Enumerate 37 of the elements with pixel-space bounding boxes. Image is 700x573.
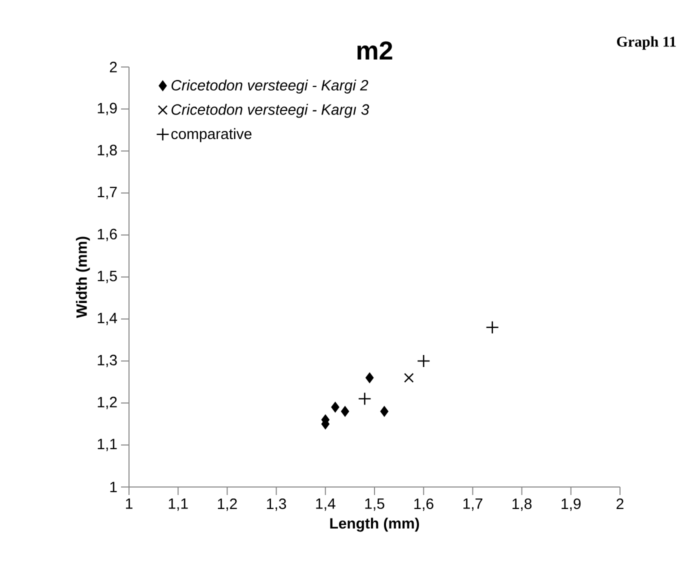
y-tick-label: 1,8 [98, 144, 117, 158]
chart-title: m2 [357, 41, 392, 60]
point [331, 402, 340, 412]
x-tick-label: 1,8 [512, 498, 532, 511]
x-tick-label: 1,2 [218, 498, 237, 511]
y-tick-label: 1,9 [98, 102, 117, 116]
point [404, 372, 414, 383]
legend-label: Cricetodon versteegi - Kargi 2 [172, 80, 368, 94]
y-tick-label: 1 [110, 482, 117, 492]
point [358, 392, 372, 406]
x-tick-label: 1,3 [267, 498, 286, 511]
legend-label: comparative [171, 128, 252, 142]
point [366, 372, 374, 383]
point [341, 406, 350, 417]
x-tick-label: 1 [126, 498, 132, 509]
y-tick-label: 1,5 [98, 270, 117, 284]
x-tick-label: 1,1 [168, 498, 188, 511]
legend-label: Cricetodon versteegi - Kargı 3 [172, 104, 370, 118]
x-tick-label: 2 [616, 498, 624, 509]
x-tick-label: 1,7 [463, 498, 482, 511]
x-tick-label: 1,9 [562, 498, 581, 511]
y-tick-label: 1,7 [98, 186, 117, 200]
y-tick-label: 2 [110, 62, 117, 72]
x-tick-label: 1,6 [414, 498, 434, 511]
x-tick-label: 1,4 [316, 498, 336, 511]
y-tick-label: 1,1 [98, 438, 117, 452]
x-tick-label: 1,5 [365, 498, 384, 511]
y-tick-label: 1,6 [98, 228, 117, 242]
point [380, 406, 388, 417]
y-axis-title: Width (mm) [76, 236, 90, 318]
caption: Graph 11 [617, 36, 676, 50]
point [416, 354, 430, 368]
y-tick-label: 1,3 [98, 354, 117, 368]
y-tick-label: 1,2 [98, 396, 117, 410]
x-axis-title: Length (mm) [330, 518, 419, 532]
point [486, 320, 499, 334]
y-tick-label: 1,4 [98, 312, 118, 326]
